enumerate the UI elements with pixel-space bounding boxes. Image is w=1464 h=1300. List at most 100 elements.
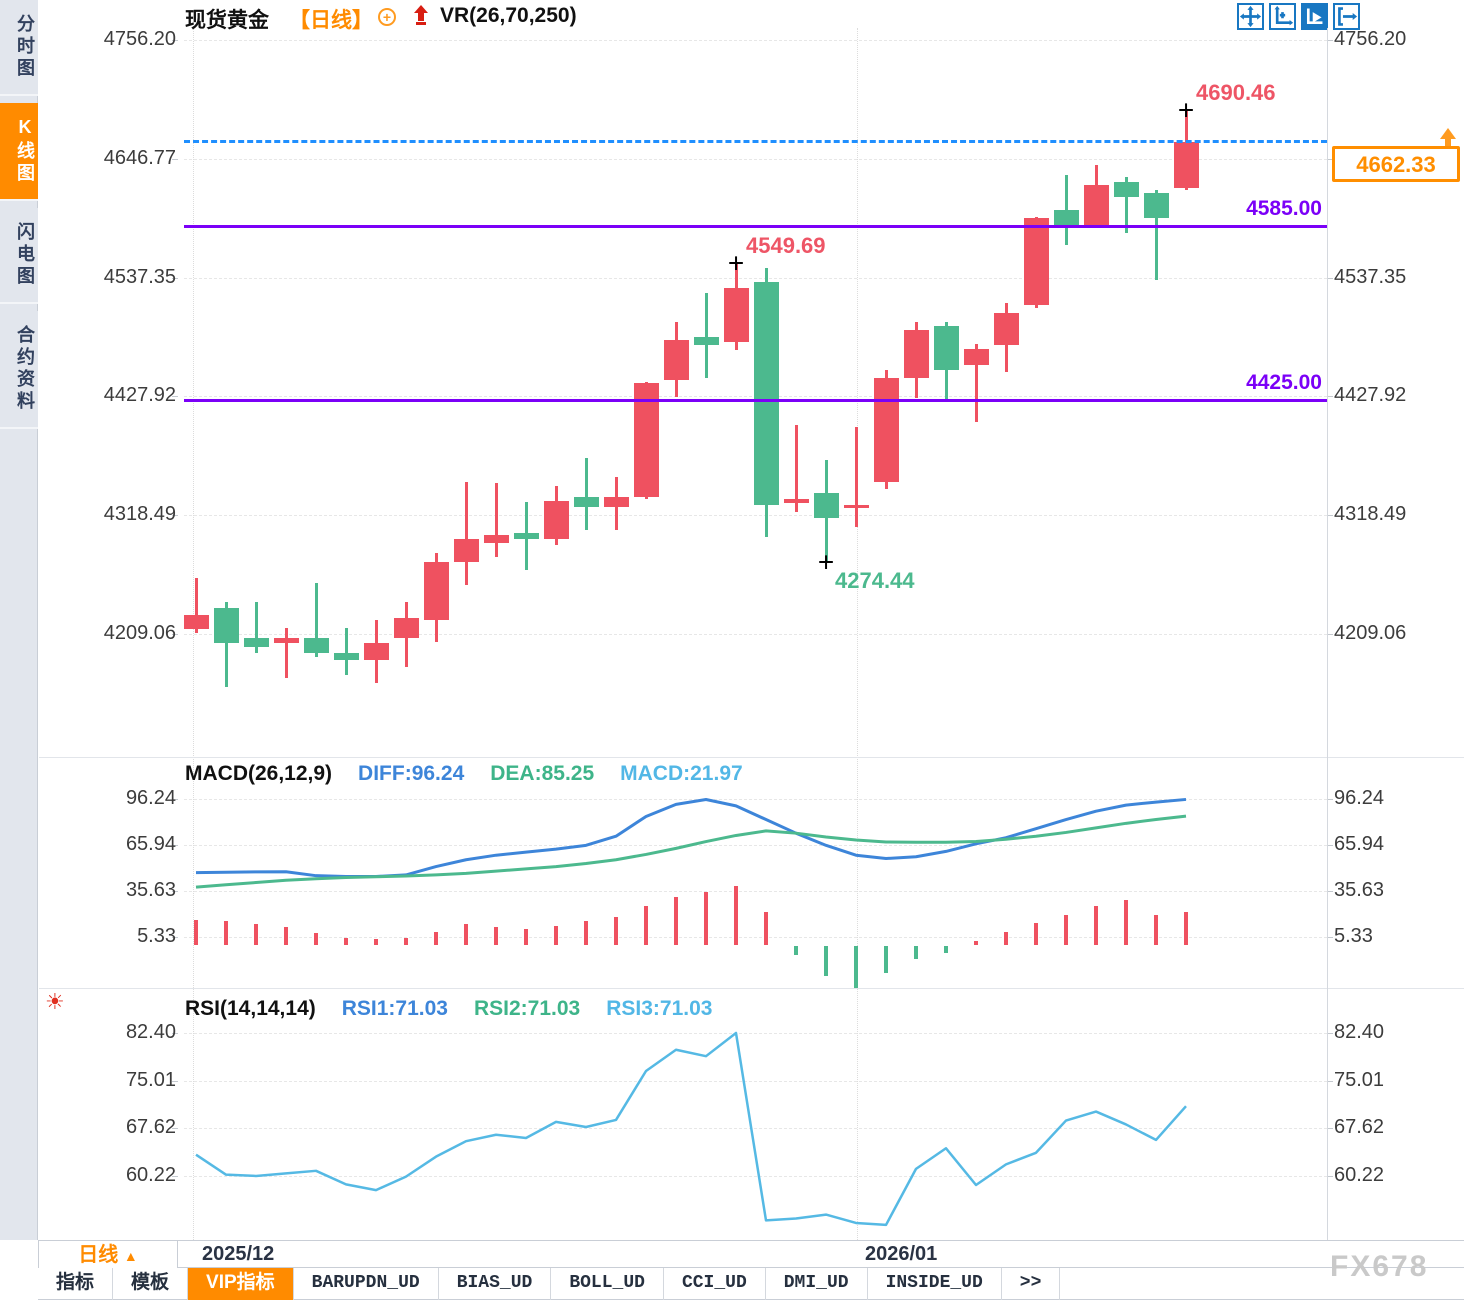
tab-指标[interactable]: 指标 — [38, 1268, 114, 1300]
tab-vip指标[interactable]: VIP指标 — [188, 1268, 294, 1300]
tab-模板[interactable]: 模板 — [113, 1268, 189, 1300]
rsi3-value: RSI3:71.03 — [606, 997, 713, 1020]
macd-value: MACD:21.97 — [620, 762, 743, 785]
axis-tick — [1327, 891, 1333, 892]
macd-diff-value: DIFF:96.24 — [358, 762, 465, 785]
red-up-arrow-icon — [414, 5, 428, 25]
tab-dmi-ud[interactable]: DMI_UD — [766, 1268, 868, 1300]
circle-plus-icon[interactable]: + — [378, 8, 396, 26]
chart-header: 现货黄金 【日线】 + VR(26,70,250) — [39, 0, 1464, 32]
rsi-axis-label: 75.01 — [125, 1069, 176, 1091]
current-price-badge: 4662.33 — [1332, 146, 1460, 182]
axis-tick — [1327, 1081, 1333, 1082]
period-tag[interactable]: 【日线】 — [289, 9, 373, 32]
macd-histogram-bar — [674, 896, 678, 946]
pan-right-icon[interactable] — [1333, 3, 1360, 30]
candle — [214, 608, 239, 643]
chart-plot-area[interactable]: 4756.20 4646.77 4537.35 4427.92 4318.49 4209.… — [0, 0, 1464, 1240]
macd-axis-label: 5.33 — [1334, 925, 1373, 947]
axis-tick — [172, 396, 178, 397]
axis-tick — [172, 515, 178, 516]
price-axis-label: 4318.49 — [103, 503, 176, 525]
rsi-title[interactable]: RSI(14,14,14) — [185, 997, 316, 1020]
candle — [514, 533, 539, 539]
tab-barupdn-ud[interactable]: BARUPDN_UD — [294, 1268, 439, 1300]
candle-wick — [224, 601, 228, 688]
macd-histogram-bar — [194, 919, 198, 946]
candle-wick — [314, 583, 318, 657]
indicator-tab-bar: 指标 模板 VIP指标 BARUPDN_UD BIAS_UD BOLL_UD CCI_UD D… — [38, 1268, 1464, 1300]
axis-tick — [1327, 396, 1333, 397]
indicator-title[interactable]: VR(26,70,250) — [440, 4, 577, 27]
rsi-legend: RSI(14,14,14) RSI1:71.03 RSI2:71.03 RSI3… — [185, 997, 712, 1021]
month-label: 2025/12 — [202, 1243, 275, 1265]
candle — [844, 504, 869, 509]
macd-histogram-bar — [1064, 915, 1068, 946]
price-axis-label: 4209.06 — [103, 622, 176, 644]
price-axis-label: 4427.92 — [103, 384, 176, 406]
gridline — [184, 845, 1327, 846]
macd-histogram-bar — [704, 892, 708, 946]
crosshair-icon[interactable] — [1237, 3, 1264, 30]
gridline — [184, 634, 1327, 635]
symbol-title: 现货黄金 — [185, 9, 269, 32]
candle — [454, 538, 479, 563]
support-line-label: 4585.00 — [1246, 197, 1322, 220]
axis-tick — [172, 1081, 178, 1082]
candle — [874, 377, 899, 483]
sun-icon[interactable]: ☀ — [45, 989, 65, 1014]
price-up-arrow-stem — [1445, 138, 1451, 146]
macd-axis-label: 96.24 — [125, 787, 176, 809]
macd-legend: MACD(26,12,9) DIFF:96.24 DEA:85.25 MACD:… — [185, 762, 743, 786]
candle-wick — [254, 601, 258, 653]
tab-bias-ud[interactable]: BIAS_UD — [439, 1268, 552, 1300]
candle — [574, 497, 599, 508]
macd-histogram-bar — [944, 945, 948, 954]
macd-histogram-bar — [1094, 906, 1098, 946]
tab--[interactable]: >> — [1002, 1268, 1061, 1300]
candle — [904, 330, 929, 378]
macd-histogram-bar — [284, 927, 288, 946]
axis-tick — [172, 159, 178, 160]
pointer-tool-icon[interactable] — [1301, 3, 1328, 30]
sidebar-item-3[interactable]: 合约资料 — [0, 311, 38, 429]
candle-wick — [974, 344, 978, 423]
rsi-axis-label: 75.01 — [1334, 1069, 1385, 1091]
watermark: FX678 — [1330, 1250, 1429, 1283]
tab-boll-ud[interactable]: BOLL_UD — [551, 1268, 664, 1300]
tab-cci-ud[interactable]: CCI_UD — [664, 1268, 766, 1300]
macd-histogram-bar — [854, 945, 858, 988]
candle-wick — [1154, 190, 1158, 281]
axis-tick — [172, 891, 178, 892]
macd-histogram-bar — [314, 933, 318, 946]
macd-histogram-bar — [974, 940, 978, 946]
candle-wick — [794, 424, 798, 513]
gridline — [184, 278, 1327, 279]
macd-title[interactable]: MACD(26,12,9) — [185, 762, 333, 785]
macd-histogram-bar — [1034, 922, 1038, 946]
tab-inside-ud[interactable]: INSIDE_UD — [868, 1268, 1002, 1300]
price-marker-label: 4690.46 — [1196, 80, 1276, 106]
macd-histogram-bar — [1184, 912, 1188, 946]
right-axis-line — [1327, 28, 1328, 1240]
price-axis-label: 4646.77 — [103, 147, 176, 169]
macd-histogram-bar — [734, 886, 738, 946]
candle-wick — [344, 627, 348, 676]
candle — [784, 499, 809, 503]
sidebar-item-0[interactable]: 分时图 — [0, 0, 38, 96]
candle — [634, 383, 659, 498]
candle-wick — [584, 458, 588, 530]
sidebar-item-1[interactable]: K线图 — [0, 103, 38, 201]
macd-dea-value: DEA:85.25 — [490, 762, 595, 785]
left-sidebar: 分时图 K线图闪电图合约资料 — [0, 0, 38, 1240]
month-gridline — [193, 28, 194, 1240]
axis-scale-icon[interactable] — [1269, 3, 1296, 30]
period-selector-button[interactable]: 日线 ▲ — [38, 1240, 178, 1270]
gridline — [184, 1128, 1327, 1129]
chevron-up-icon: ▲ — [123, 1248, 138, 1264]
gridline — [184, 515, 1327, 516]
candle — [964, 348, 989, 365]
axis-tick — [172, 1176, 178, 1177]
candle — [184, 614, 209, 629]
sidebar-item-2[interactable]: 闪电图 — [0, 208, 38, 304]
